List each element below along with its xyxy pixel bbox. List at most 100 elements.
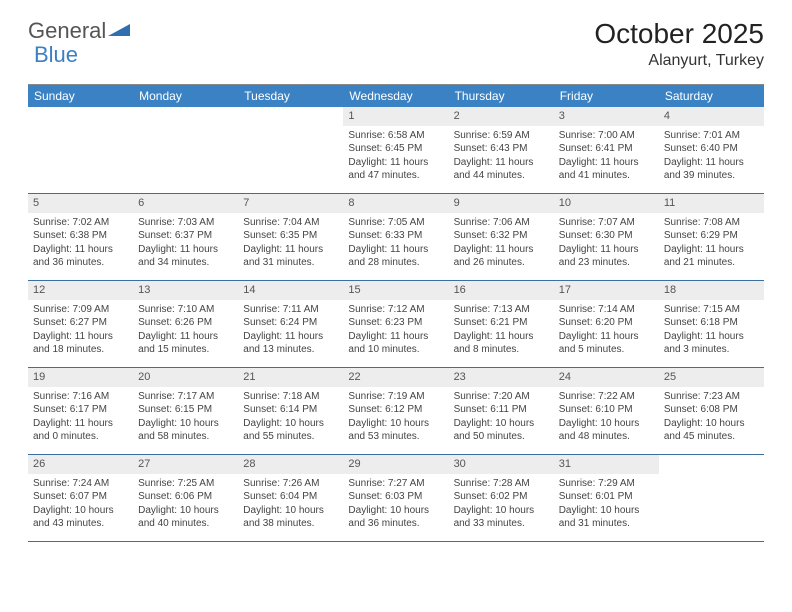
sunrise-text: Sunrise: 7:18 AM xyxy=(243,390,338,404)
day-number: 26 xyxy=(28,455,133,474)
page-title: October 2025 xyxy=(594,18,764,50)
sunrise-text: Sunrise: 7:10 AM xyxy=(138,303,233,317)
sunrise-text: Sunrise: 7:15 AM xyxy=(664,303,759,317)
day-cell: 26Sunrise: 7:24 AMSunset: 6:07 PMDayligh… xyxy=(28,455,133,541)
sunset-text: Sunset: 6:18 PM xyxy=(664,316,759,330)
day-number: 1 xyxy=(343,107,448,126)
sunset-text: Sunset: 6:07 PM xyxy=(33,490,128,504)
week-row: 12Sunrise: 7:09 AMSunset: 6:27 PMDayligh… xyxy=(28,281,764,368)
sunset-text: Sunset: 6:15 PM xyxy=(138,403,233,417)
logo-triangle-icon xyxy=(108,18,130,44)
sunrise-text: Sunrise: 7:09 AM xyxy=(33,303,128,317)
day-cell: 8Sunrise: 7:05 AMSunset: 6:33 PMDaylight… xyxy=(343,194,448,280)
logo-text-general: General xyxy=(28,18,106,44)
day-cell: 10Sunrise: 7:07 AMSunset: 6:30 PMDayligh… xyxy=(554,194,659,280)
day-cell: 17Sunrise: 7:14 AMSunset: 6:20 PMDayligh… xyxy=(554,281,659,367)
day-number: 7 xyxy=(238,194,343,213)
day-number: 31 xyxy=(554,455,659,474)
sunrise-text: Sunrise: 7:06 AM xyxy=(454,216,549,230)
day-number: 11 xyxy=(659,194,764,213)
sunrise-text: Sunrise: 7:16 AM xyxy=(33,390,128,404)
day-number: 16 xyxy=(449,281,554,300)
sunrise-text: Sunrise: 7:11 AM xyxy=(243,303,338,317)
sunrise-text: Sunrise: 7:04 AM xyxy=(243,216,338,230)
day-number: 30 xyxy=(449,455,554,474)
sunrise-text: Sunrise: 7:13 AM xyxy=(454,303,549,317)
sunset-text: Sunset: 6:38 PM xyxy=(33,229,128,243)
daylight-text: Daylight: 11 hours and 41 minutes. xyxy=(559,156,654,183)
sunrise-text: Sunrise: 7:24 AM xyxy=(33,477,128,491)
day-cell xyxy=(28,107,133,193)
sunset-text: Sunset: 6:21 PM xyxy=(454,316,549,330)
day-cell: 2Sunrise: 6:59 AMSunset: 6:43 PMDaylight… xyxy=(449,107,554,193)
sunset-text: Sunset: 6:11 PM xyxy=(454,403,549,417)
sunset-text: Sunset: 6:29 PM xyxy=(664,229,759,243)
title-block: October 2025 Alanyurt, Turkey xyxy=(594,18,764,70)
sunset-text: Sunset: 6:35 PM xyxy=(243,229,338,243)
sunset-text: Sunset: 6:33 PM xyxy=(348,229,443,243)
day-cell: 23 Sunrise: 7:20 AMSunset: 6:11 PMDayligh… xyxy=(449,368,554,454)
logo-text-blue: Blue xyxy=(34,42,78,68)
sunrise-text: Sunrise: 7:03 AM xyxy=(138,216,233,230)
day-number: 6 xyxy=(133,194,238,213)
calendar: SundayMondayTuesdayWednesdayThursdayFrid… xyxy=(28,84,764,542)
day-number: 21 xyxy=(238,368,343,387)
sunset-text: Sunset: 6:12 PM xyxy=(348,403,443,417)
day-cell: 12Sunrise: 7:09 AMSunset: 6:27 PMDayligh… xyxy=(28,281,133,367)
sunrise-text: Sunrise: 7:22 AM xyxy=(559,390,654,404)
day-header: Saturday xyxy=(659,85,764,107)
sunset-text: Sunset: 6:27 PM xyxy=(33,316,128,330)
sunrise-text: Sunrise: 6:58 AM xyxy=(348,129,443,143)
day-number: 3 xyxy=(554,107,659,126)
header: General October 2025 Alanyurt, Turkey xyxy=(0,0,792,80)
daylight-text: Daylight: 11 hours and 8 minutes. xyxy=(454,330,549,357)
location-subtitle: Alanyurt, Turkey xyxy=(594,52,764,70)
daylight-text: Daylight: 10 hours and 31 minutes. xyxy=(559,504,654,531)
day-cell: 7Sunrise: 7:04 AMSunset: 6:35 PMDaylight… xyxy=(238,194,343,280)
sunset-text: Sunset: 6:45 PM xyxy=(348,142,443,156)
day-cell: 31Sunrise: 7:29 AMSunset: 6:01 PMDayligh… xyxy=(554,455,659,541)
daylight-text: Daylight: 10 hours and 55 minutes. xyxy=(243,417,338,444)
day-header-row: SundayMondayTuesdayWednesdayThursdayFrid… xyxy=(28,85,764,107)
sunset-text: Sunset: 6:41 PM xyxy=(559,142,654,156)
sunrise-text: Sunrise: 7:07 AM xyxy=(559,216,654,230)
daylight-text: Daylight: 11 hours and 26 minutes. xyxy=(454,243,549,270)
day-cell xyxy=(238,107,343,193)
day-number: 22 xyxy=(343,368,448,387)
sunset-text: Sunset: 6:01 PM xyxy=(559,490,654,504)
day-number: 17 xyxy=(554,281,659,300)
sunrise-text: Sunrise: 7:05 AM xyxy=(348,216,443,230)
day-number: 19 xyxy=(28,368,133,387)
day-cell: 6Sunrise: 7:03 AMSunset: 6:37 PMDaylight… xyxy=(133,194,238,280)
day-number: 10 xyxy=(554,194,659,213)
sunrise-text: Sunrise: 7:00 AM xyxy=(559,129,654,143)
day-number: 8 xyxy=(343,194,448,213)
daylight-text: Daylight: 10 hours and 58 minutes. xyxy=(138,417,233,444)
daylight-text: Daylight: 11 hours and 13 minutes. xyxy=(243,330,338,357)
sunset-text: Sunset: 6:40 PM xyxy=(664,142,759,156)
sunset-text: Sunset: 6:14 PM xyxy=(243,403,338,417)
sunset-text: Sunset: 6:10 PM xyxy=(559,403,654,417)
day-cell: 3 Sunrise: 7:00 AMSunset: 6:41 PMDaylight… xyxy=(554,107,659,193)
sunrise-text: Sunrise: 7:14 AM xyxy=(559,303,654,317)
sunrise-text: Sunrise: 7:02 AM xyxy=(33,216,128,230)
day-cell: 1Sunrise: 6:58 AMSunset: 6:45 PMDaylight… xyxy=(343,107,448,193)
sunset-text: Sunset: 6:08 PM xyxy=(664,403,759,417)
daylight-text: Daylight: 10 hours and 38 minutes. xyxy=(243,504,338,531)
day-cell: 18Sunrise: 7:15 AMSunset: 6:18 PMDayligh… xyxy=(659,281,764,367)
sunrise-text: Sunrise: 7:20 AM xyxy=(454,390,549,404)
sunset-text: Sunset: 6:26 PM xyxy=(138,316,233,330)
daylight-text: Daylight: 10 hours and 53 minutes. xyxy=(348,417,443,444)
logo: General xyxy=(28,18,130,44)
day-number: 14 xyxy=(238,281,343,300)
day-cell: 28Sunrise: 7:26 AMSunset: 6:04 PMDayligh… xyxy=(238,455,343,541)
day-number: 27 xyxy=(133,455,238,474)
sunset-text: Sunset: 6:37 PM xyxy=(138,229,233,243)
day-cell: 5Sunrise: 7:02 AMSunset: 6:38 PMDaylight… xyxy=(28,194,133,280)
day-cell: 9Sunrise: 7:06 AMSunset: 6:32 PMDaylight… xyxy=(449,194,554,280)
daylight-text: Daylight: 10 hours and 50 minutes. xyxy=(454,417,549,444)
day-cell: 16 Sunrise: 7:13 AMSunset: 6:21 PMDayligh… xyxy=(449,281,554,367)
day-cell: 25Sunrise: 7:23 AMSunset: 6:08 PMDayligh… xyxy=(659,368,764,454)
day-number: 23 xyxy=(449,368,554,387)
day-cell: 22Sunrise: 7:19 AMSunset: 6:12 PMDayligh… xyxy=(343,368,448,454)
